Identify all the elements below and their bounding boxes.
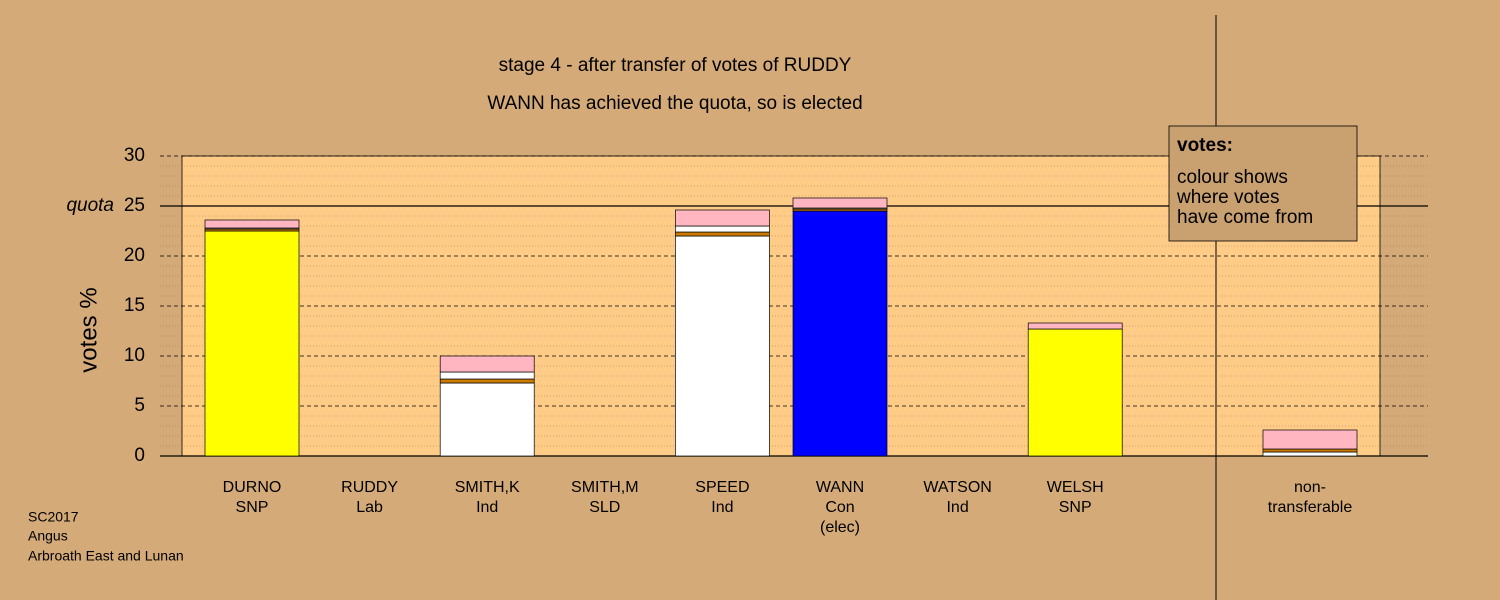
bar-segment (439, 382, 535, 457)
footer-text: SC2017 (28, 509, 79, 525)
x-tick-label: WANN (816, 479, 864, 496)
x-tick-label: Ind (476, 499, 498, 516)
bar-segment (675, 209, 770, 227)
bar-segment (675, 231, 770, 237)
y-tick-label: 30 (124, 145, 145, 166)
x-tick-label: Lab (356, 499, 383, 516)
y-tick-label: 10 (124, 345, 145, 366)
x-tick-label: Ind (711, 499, 733, 516)
x-tick-label: SLD (589, 499, 620, 516)
x-tick-label: SPEED (695, 479, 749, 496)
x-tick-label: WATSON (923, 479, 991, 496)
bar-segment (439, 371, 535, 380)
legend-text: have come from (1177, 207, 1313, 228)
x-tick-label: SNP (1059, 499, 1092, 516)
x-tick-label: SMITH,M (571, 479, 639, 496)
y-tick-label: 20 (124, 245, 145, 266)
bar-segment (1262, 451, 1358, 457)
footer-text: Arbroath East and Lunan (28, 548, 184, 564)
quota-label: quota (66, 195, 114, 216)
bar-segment (204, 230, 300, 457)
y-axis-label: votes % (75, 287, 102, 372)
bar-segment (675, 225, 770, 233)
footer-text: Angus (28, 528, 68, 544)
y-tick-label: 0 (134, 445, 145, 466)
bar-segment (204, 219, 300, 229)
bar-segment (792, 197, 888, 209)
x-tick-label: (elec) (820, 519, 860, 536)
bar-segment (1027, 328, 1123, 457)
x-tick-label: SNP (236, 499, 269, 516)
bar-segment (1262, 429, 1358, 450)
legend-box (1168, 125, 1358, 242)
bar-segment (792, 210, 888, 457)
x-tick-label: Con (825, 499, 854, 516)
chart-title: stage 4 - after transfer of votes of RUD… (499, 55, 852, 76)
bar-segment (675, 235, 770, 457)
bar-segment (1027, 322, 1123, 330)
y-tick-label: 15 (124, 295, 145, 316)
legend: votes: colour shows where votes have com… (1168, 125, 1358, 242)
legend-text: colour shows (1177, 167, 1288, 188)
bar-segment (439, 355, 535, 373)
x-tick-label: SMITH,K (455, 479, 520, 496)
x-tick-label: RUDDY (341, 479, 398, 496)
legend-title: votes: (1177, 135, 1233, 156)
x-tick-label: Ind (946, 499, 968, 516)
chart-subtitle: WANN has achieved the quota, so is elect… (487, 93, 862, 114)
y-tick-label: 5 (134, 395, 145, 416)
x-tick-label: transferable (1268, 499, 1353, 516)
y-tick-label: 25 (124, 195, 145, 216)
x-tick-label: WELSH (1047, 479, 1104, 496)
legend-text: where votes (1176, 187, 1279, 208)
bar-segment (439, 378, 535, 384)
x-tick-label: non- (1294, 479, 1326, 496)
x-tick-label: DURNO (223, 479, 282, 496)
bar-segment (1262, 448, 1358, 453)
